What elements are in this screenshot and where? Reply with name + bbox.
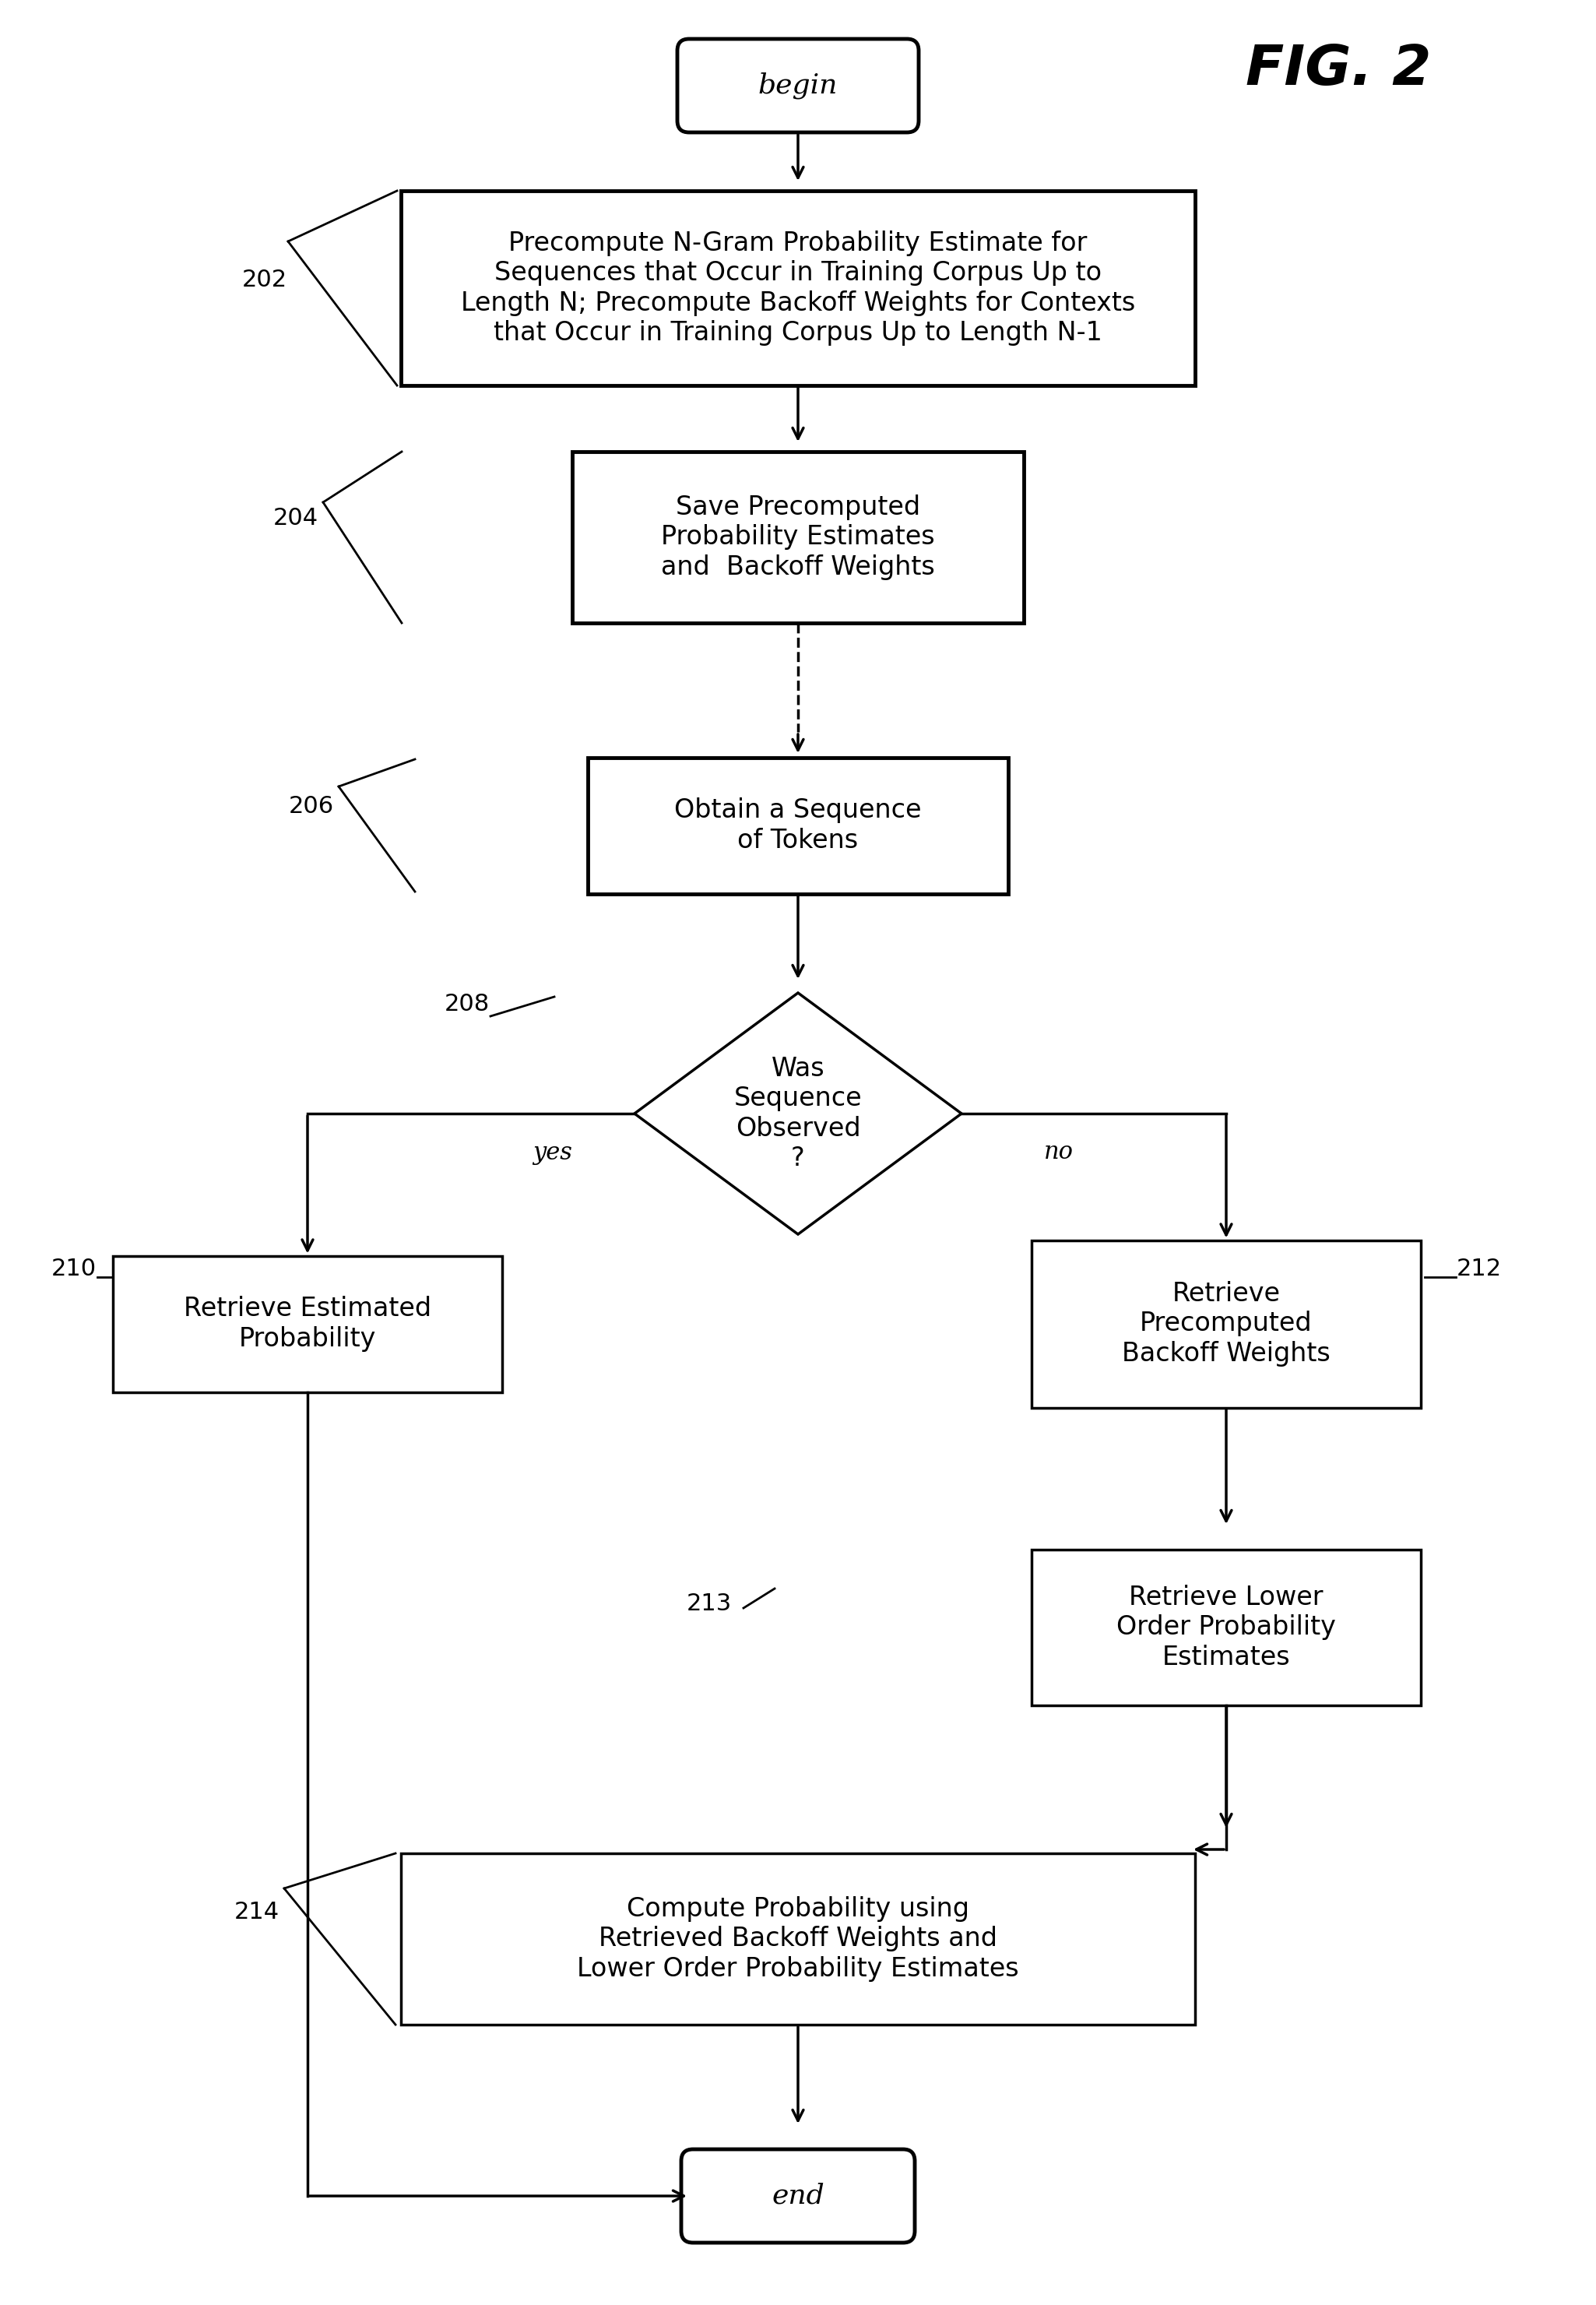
Text: end: end bbox=[771, 2183, 825, 2208]
FancyBboxPatch shape bbox=[573, 452, 1023, 622]
FancyBboxPatch shape bbox=[587, 758, 1009, 894]
Polygon shape bbox=[635, 993, 961, 1233]
FancyBboxPatch shape bbox=[677, 39, 919, 131]
Text: Precompute N-Gram Probability Estimate for
Sequences that Occur in Training Corp: Precompute N-Gram Probability Estimate f… bbox=[461, 230, 1135, 346]
Text: begin: begin bbox=[758, 71, 838, 99]
Text: Retrieve Estimated
Probability: Retrieve Estimated Probability bbox=[184, 1295, 431, 1351]
Text: 208: 208 bbox=[444, 993, 490, 1017]
FancyBboxPatch shape bbox=[1031, 1240, 1420, 1408]
Text: FIG. 2: FIG. 2 bbox=[1245, 44, 1432, 97]
FancyBboxPatch shape bbox=[401, 191, 1195, 385]
FancyBboxPatch shape bbox=[401, 1853, 1195, 2024]
FancyBboxPatch shape bbox=[1031, 1549, 1420, 1706]
Text: Obtain a Sequence
of Tokens: Obtain a Sequence of Tokens bbox=[675, 798, 921, 853]
Text: 210: 210 bbox=[51, 1259, 97, 1282]
FancyBboxPatch shape bbox=[113, 1256, 503, 1392]
Text: Retrieve Lower
Order Probability
Estimates: Retrieve Lower Order Probability Estimat… bbox=[1117, 1586, 1336, 1671]
Text: 204: 204 bbox=[273, 507, 319, 530]
Text: Save Precomputed
Probability Estimates
and  Backoff Weights: Save Precomputed Probability Estimates a… bbox=[661, 496, 935, 581]
Text: Was
Sequence
Observed
?: Was Sequence Observed ? bbox=[734, 1056, 862, 1171]
Text: 213: 213 bbox=[686, 1593, 733, 1616]
Text: 206: 206 bbox=[289, 795, 334, 818]
Text: yes: yes bbox=[533, 1141, 573, 1164]
Text: Retrieve
Precomputed
Backoff Weights: Retrieve Precomputed Backoff Weights bbox=[1122, 1282, 1331, 1367]
Text: 214: 214 bbox=[235, 1899, 279, 1922]
Text: no: no bbox=[1044, 1141, 1074, 1164]
Text: 202: 202 bbox=[243, 270, 287, 293]
Text: 212: 212 bbox=[1457, 1259, 1502, 1282]
FancyBboxPatch shape bbox=[681, 2148, 915, 2243]
Text: Compute Probability using
Retrieved Backoff Weights and
Lower Order Probability : Compute Probability using Retrieved Back… bbox=[578, 1897, 1018, 1982]
